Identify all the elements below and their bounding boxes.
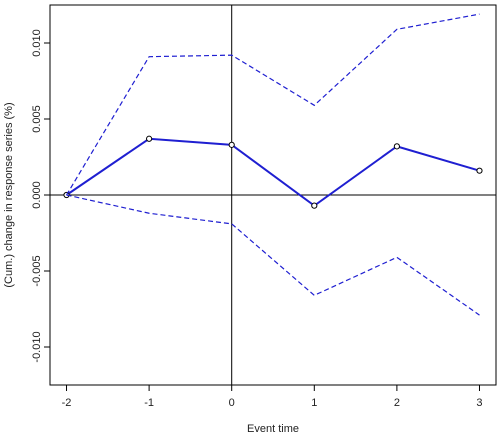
lower-bound-line	[66, 194, 480, 316]
x-tick-label: 0	[229, 397, 235, 409]
y-axis-title: (Cum.) change in response series (%)	[3, 102, 15, 287]
point-estimate-line	[65, 137, 480, 207]
y-axis: -0.010 -0.005 0.000 0.005 0.010	[31, 29, 50, 363]
reference-lines	[50, 5, 496, 385]
x-axis: -2 -1 0 1 2 3	[62, 385, 483, 409]
y-tick-label: -0.010	[31, 331, 43, 362]
x-tick-label: 2	[394, 397, 400, 409]
y-tick-label: 0.000	[31, 181, 43, 209]
y-tick-label: 0.010	[31, 29, 43, 57]
point-estimate-marker	[476, 167, 483, 174]
point-estimate-marker	[146, 135, 153, 142]
x-tick-label: -2	[62, 397, 72, 409]
x-tick-label: 3	[476, 397, 482, 409]
x-tick-label: -1	[144, 397, 154, 409]
series-layer	[63, 13, 483, 316]
x-tick-label: 1	[311, 397, 317, 409]
y-tick-label: 0.005	[31, 105, 43, 133]
x-axis-title: Event time	[247, 423, 299, 435]
point-estimate-marker	[311, 202, 318, 209]
point-estimate-marker	[228, 141, 235, 148]
y-tick-label: -0.005	[31, 255, 43, 286]
point-estimate-marker	[393, 143, 400, 150]
upper-bound-line	[66, 13, 480, 196]
